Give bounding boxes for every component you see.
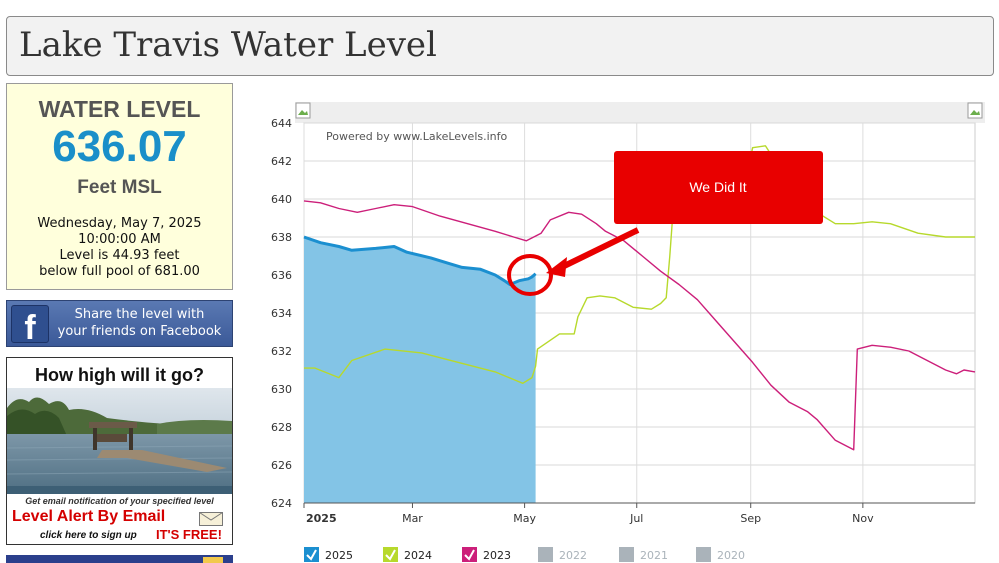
legend-checkbox[interactable] bbox=[619, 547, 634, 562]
series-line-2023 bbox=[303, 200, 976, 451]
water-level-value: 636.07 bbox=[52, 122, 187, 171]
full-pool-text: below full pool of 681.00 bbox=[39, 264, 200, 279]
level-below-pool: Level is 44.93 feet bbox=[59, 248, 180, 263]
y-tick-label: 636 bbox=[271, 269, 292, 282]
facebook-share-line1: Share the level with bbox=[74, 307, 205, 322]
chart-toolbar bbox=[295, 102, 985, 123]
alert-heading: How high will it go? bbox=[35, 365, 204, 385]
legend-item-2021[interactable]: 2021 bbox=[619, 547, 668, 562]
y-tick-label: 626 bbox=[271, 459, 292, 472]
checkmark-icon bbox=[385, 549, 396, 561]
water-level-panel: WATER LEVEL 636.07 Feet MSL Wednesday, M… bbox=[6, 83, 233, 290]
x-tick-label: Jul bbox=[629, 512, 643, 525]
x-tick-label: 2025 bbox=[306, 512, 337, 525]
envelope-icon bbox=[199, 512, 223, 526]
legend-checkbox[interactable] bbox=[696, 547, 711, 562]
reading-time: 10:00:00 AM bbox=[78, 232, 161, 247]
y-tick-label: 624 bbox=[271, 497, 292, 510]
legend-item-2020[interactable]: 2020 bbox=[696, 547, 745, 562]
legend-label: 2024 bbox=[404, 549, 432, 562]
series-line-2024 bbox=[304, 145, 975, 384]
y-tick-label: 630 bbox=[271, 383, 292, 396]
y-tick-label: 628 bbox=[271, 421, 292, 434]
series-line-2025 bbox=[303, 235, 537, 286]
powered-by-text: Powered by www.LakeLevels.info bbox=[326, 130, 508, 143]
alert-note: Get email notification of your specified… bbox=[25, 496, 214, 506]
water-level-unit: Feet MSL bbox=[77, 177, 162, 198]
broken-image-icon bbox=[295, 102, 311, 119]
broken-image-icon bbox=[967, 102, 983, 119]
legend-checkbox[interactable] bbox=[538, 547, 553, 562]
legend-item-2024[interactable]: 2024 bbox=[383, 547, 432, 562]
checkmark-icon bbox=[306, 549, 317, 561]
legend-label: 2025 bbox=[325, 549, 353, 562]
series-area-2025 bbox=[304, 237, 536, 503]
legend-item-2022[interactable]: 2022 bbox=[538, 547, 587, 562]
water-level-chart: 624 626 628 630 632 634 636 638 640 642 644 2025 Ma… bbox=[271, 102, 985, 562]
level-alert-banner[interactable]: How high will it go? Get email notificat… bbox=[6, 357, 233, 545]
y-tick-label: 638 bbox=[271, 231, 292, 244]
annotation-callout: We Did It bbox=[507, 151, 823, 296]
x-tick-label: Mar bbox=[402, 512, 423, 525]
legend-label: 2021 bbox=[640, 549, 668, 562]
reading-date: Wednesday, May 7, 2025 bbox=[37, 216, 202, 231]
legend-item-2025[interactable]: 2025 bbox=[304, 547, 353, 562]
x-tick-label: Sep bbox=[740, 512, 761, 525]
y-tick-label: 632 bbox=[271, 345, 292, 358]
x-tick-label: May bbox=[513, 512, 536, 525]
y-tick-label: 642 bbox=[271, 155, 292, 168]
x-tick-label: Nov bbox=[852, 512, 874, 525]
level-alert-link[interactable]: Level Alert By Email bbox=[12, 508, 166, 525]
y-tick-label: 644 bbox=[271, 117, 292, 130]
annotation-text: We Did It bbox=[689, 179, 746, 195]
facebook-icon: f bbox=[11, 305, 49, 343]
facebook-share-line2: your friends on Facebook bbox=[57, 324, 222, 339]
legend-label: 2020 bbox=[717, 549, 745, 562]
bottom-banner[interactable] bbox=[6, 555, 233, 563]
legend-item-2023[interactable]: 2023 bbox=[462, 547, 511, 562]
legend-label: 2022 bbox=[559, 549, 587, 562]
banner-icon bbox=[203, 557, 223, 563]
free-text: IT'S FREE! bbox=[156, 527, 222, 542]
signup-link[interactable]: click here to sign up bbox=[40, 530, 137, 541]
water-level-heading: WATER LEVEL bbox=[38, 96, 201, 122]
y-tick-label: 640 bbox=[271, 193, 292, 206]
legend-label: 2023 bbox=[483, 549, 511, 562]
y-tick-label: 634 bbox=[271, 307, 292, 320]
title-bar: Lake Travis Water Level bbox=[6, 16, 994, 76]
facebook-share-banner[interactable]: f Share the level with your friends on F… bbox=[6, 300, 233, 347]
lake-dock-photo bbox=[7, 388, 232, 494]
checkmark-icon bbox=[464, 549, 475, 561]
page-title: Lake Travis Water Level bbox=[19, 25, 437, 65]
